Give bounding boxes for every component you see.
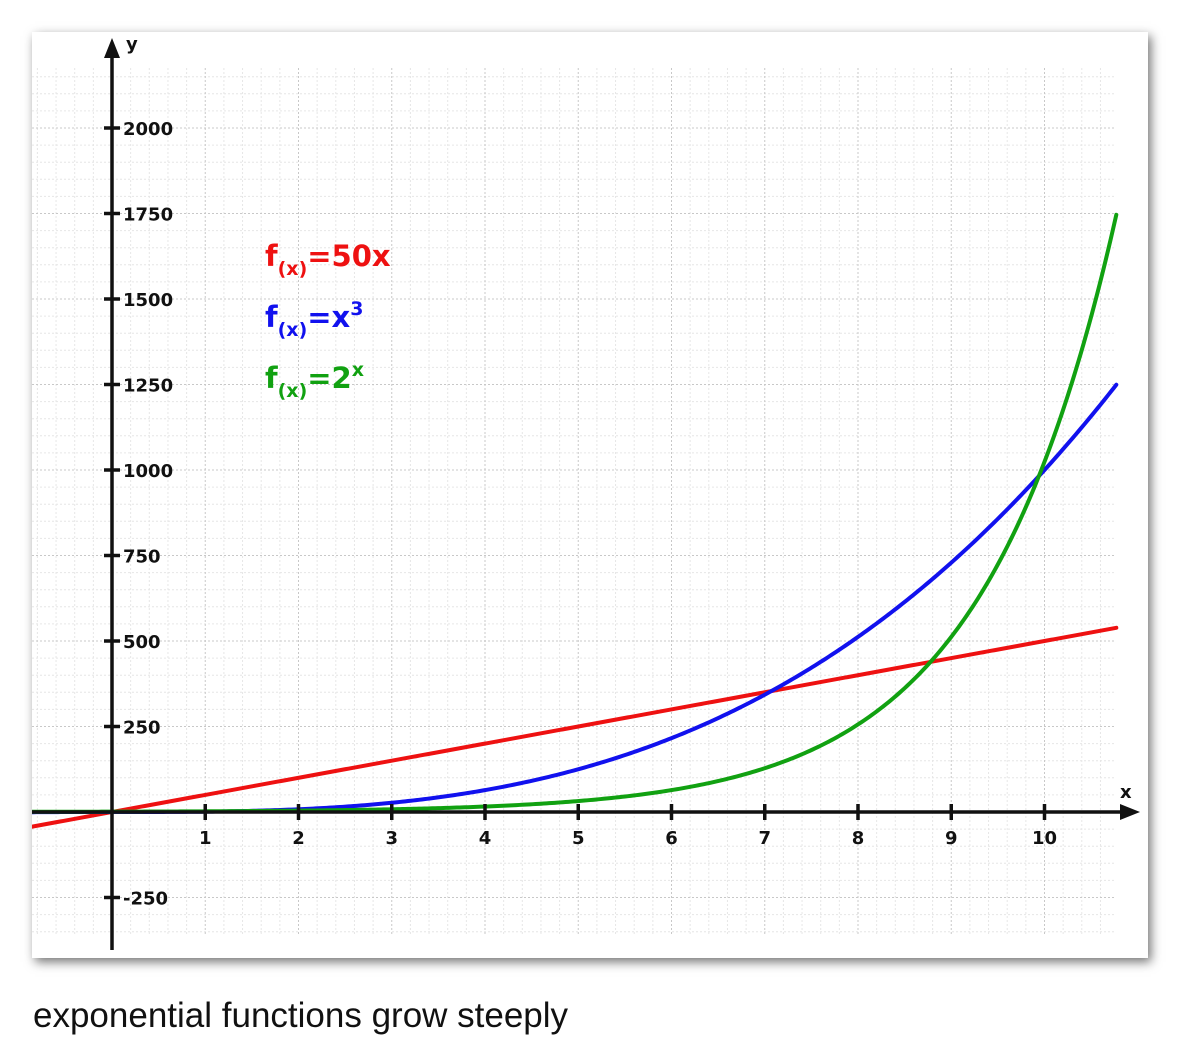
- tick-marks: 1 2 3 4 5 6 7 8 9 10 -250 250 500 750 1000 1250 1500 1750…: [104, 119, 1057, 910]
- legend-entry-2: f(x)=x3: [265, 298, 364, 341]
- y-tick-label: 750: [123, 547, 161, 568]
- x-tick-label: 10: [1032, 828, 1057, 849]
- series-line-1: [32, 625, 1119, 829]
- y-tick-label: 2000: [123, 119, 173, 140]
- y-tick-label: 1750: [123, 205, 173, 226]
- x-axis-label: x: [1120, 782, 1132, 803]
- figure-caption: exponential functions grow steeply: [33, 996, 569, 1035]
- legend-entry-1: f(x)=50x: [265, 239, 391, 280]
- axes: xy: [32, 34, 1140, 950]
- x-tick-label: 2: [292, 828, 305, 849]
- legend: f(x)=50x f(x)=x3 f(x)=2x: [265, 239, 391, 402]
- y-tick-label: 1250: [123, 376, 173, 397]
- y-tick-label: 1500: [123, 290, 173, 311]
- x-tick-label: 4: [479, 828, 492, 849]
- x-tick-label: 8: [852, 828, 865, 849]
- y-tick-label: -250: [123, 889, 168, 910]
- major-gridlines: [32, 68, 1116, 936]
- x-tick-label: 3: [385, 828, 398, 849]
- y-tick-label: 250: [123, 718, 161, 739]
- x-tick-label: 1: [199, 828, 212, 849]
- x-tick-label: 6: [665, 828, 678, 849]
- legend-entry-3: f(x)=2x: [265, 359, 364, 402]
- x-tick-label: 5: [572, 828, 585, 849]
- chart-plot: xy 1 2 3 4 5 6 7 8 9 10-2502505007501000125015001…: [32, 34, 1140, 950]
- series-line-3: [32, 212, 1119, 814]
- minor-gridlines: [32, 68, 1116, 936]
- y-axis-label: y: [126, 34, 138, 55]
- y-tick-label: 1000: [123, 461, 173, 482]
- y-tick-label: 500: [123, 632, 161, 653]
- x-axis-arrow: [1120, 804, 1140, 820]
- y-axis-arrow: [104, 38, 120, 58]
- series-line-2: [32, 382, 1119, 815]
- x-tick-label: 7: [758, 828, 771, 849]
- x-tick-label: 9: [945, 828, 958, 849]
